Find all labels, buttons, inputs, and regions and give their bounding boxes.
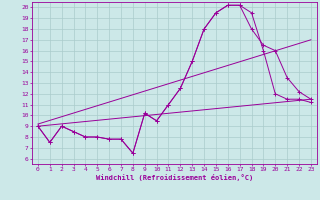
X-axis label: Windchill (Refroidissement éolien,°C): Windchill (Refroidissement éolien,°C) — [96, 174, 253, 181]
